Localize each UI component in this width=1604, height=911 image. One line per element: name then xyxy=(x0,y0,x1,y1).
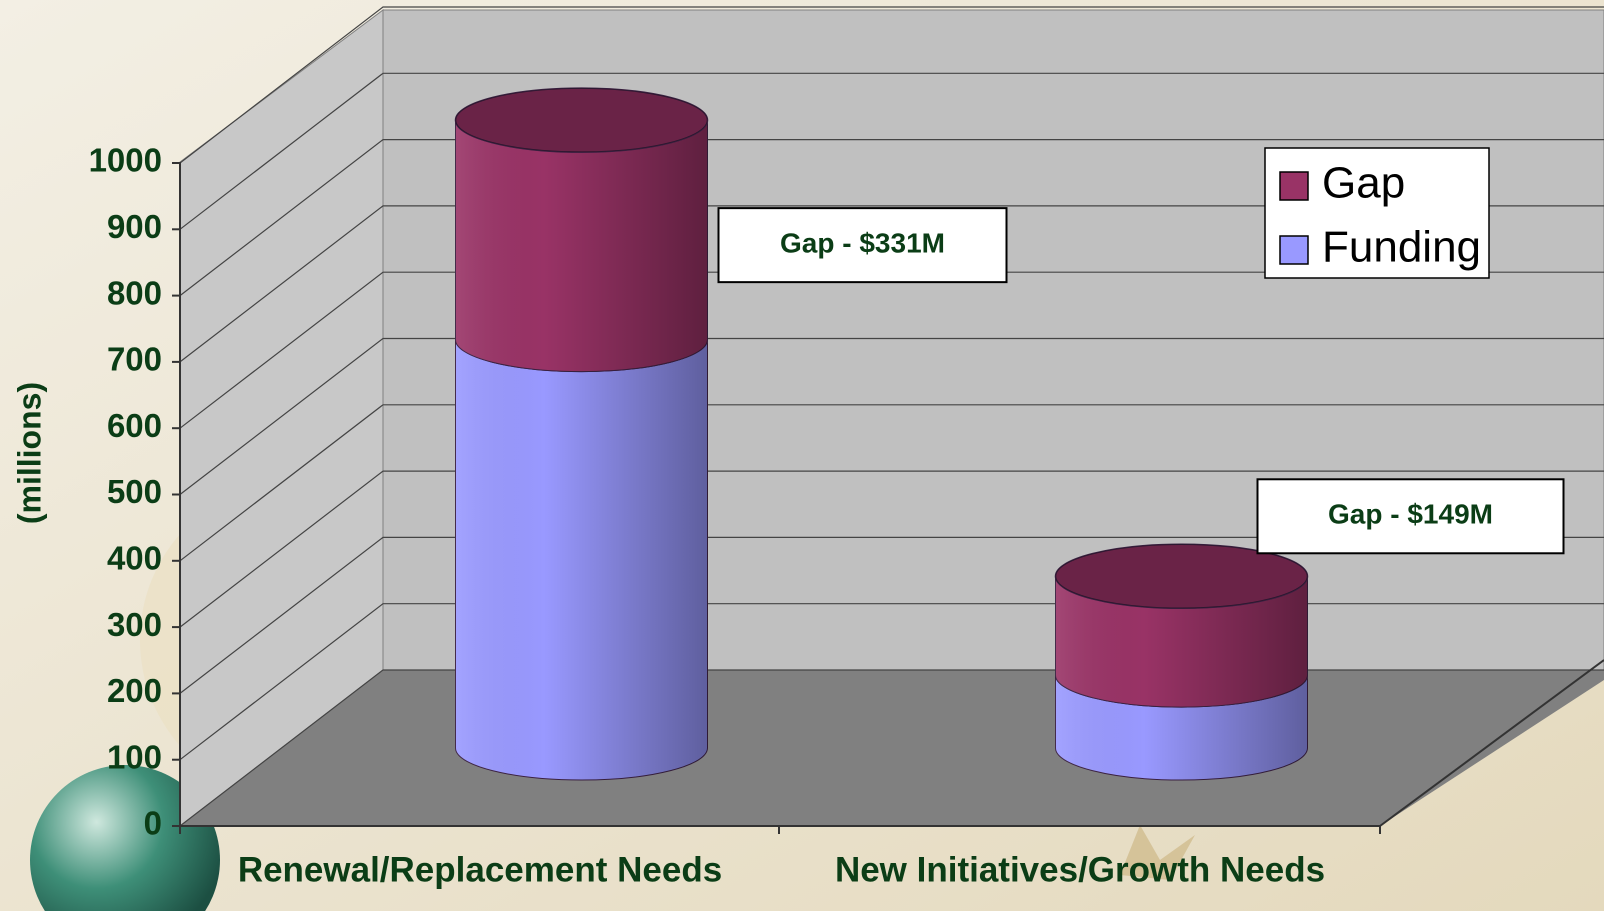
x-tick-label: Renewal/Replacement Needs xyxy=(238,850,722,889)
y-tick-label: 200 xyxy=(107,672,162,709)
chart: 0 100 200 300 400 500 600 700 800 900 1000 Gap - $… xyxy=(0,0,1604,911)
y-tick-label: 600 xyxy=(107,407,162,444)
cylinder-segment xyxy=(1056,544,1308,707)
y-tick-label: 900 xyxy=(107,208,162,245)
legend-label: Funding xyxy=(1322,223,1481,272)
y-tick-label: 400 xyxy=(107,540,162,577)
y-tick-label: 800 xyxy=(107,274,162,311)
y-tick-label: 700 xyxy=(107,341,162,378)
legend-label: Gap xyxy=(1322,159,1405,208)
floor xyxy=(180,670,1604,826)
cylinder-shade xyxy=(456,340,708,780)
y-tick-label: 500 xyxy=(107,473,162,510)
legend-swatch xyxy=(1280,236,1308,264)
y-tick-label: 100 xyxy=(107,738,162,775)
y-tick-label: 0 xyxy=(144,805,162,842)
cylinder-segment xyxy=(456,340,708,780)
y-tick-label: 300 xyxy=(107,606,162,643)
cylinder-top-shade xyxy=(456,88,708,152)
legend: Gap Funding xyxy=(1265,148,1489,278)
annotation: Gap - $149M xyxy=(1328,499,1493,530)
cylinder-segment xyxy=(456,88,708,371)
cylinder-shade xyxy=(456,120,708,371)
y-tick-label: 1000 xyxy=(89,142,162,179)
y-axis-title: (millions) xyxy=(11,382,47,524)
x-tick-label: New Initiatives/Growth Needs xyxy=(835,850,1325,889)
legend-swatch xyxy=(1280,172,1308,200)
annotation: Gap - $331M xyxy=(780,228,945,259)
